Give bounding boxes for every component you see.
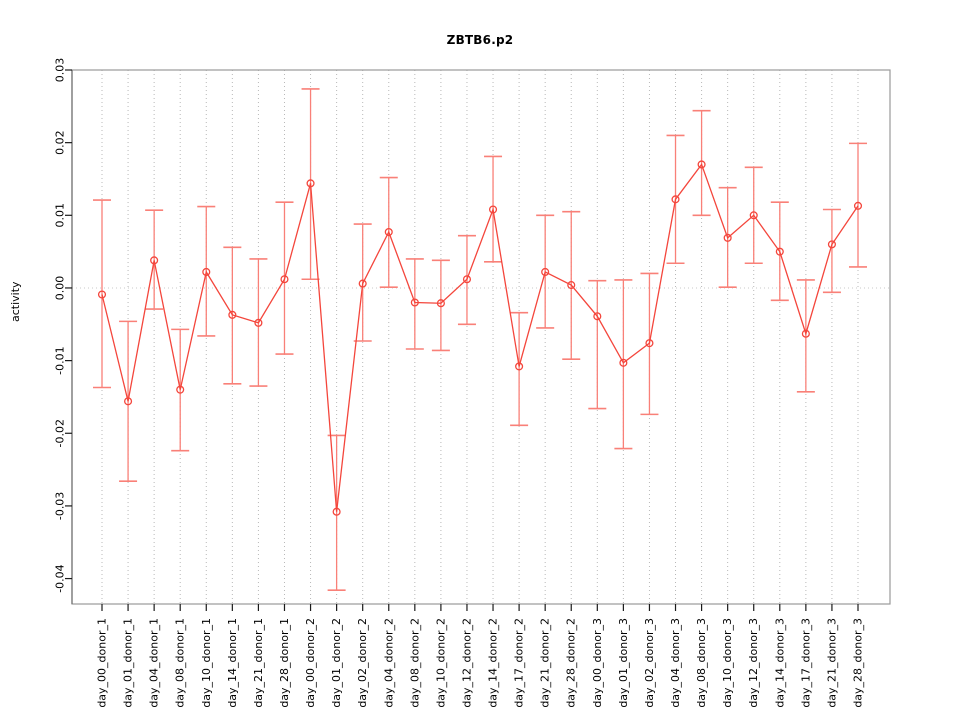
svg-text:day_04_donor_2: day_04_donor_2 — [382, 618, 395, 708]
svg-text:day_28_donor_2: day_28_donor_2 — [565, 618, 578, 708]
svg-text:0.02: 0.02 — [54, 130, 67, 155]
svg-text:day_12_donor_3: day_12_donor_3 — [747, 618, 760, 708]
svg-text:day_01_donor_2: day_01_donor_2 — [330, 618, 343, 708]
axes — [71, 69, 891, 605]
svg-text:day_01_donor_3: day_01_donor_3 — [617, 618, 630, 708]
svg-text:-0.02: -0.02 — [54, 419, 67, 447]
svg-text:day_12_donor_2: day_12_donor_2 — [460, 618, 473, 708]
svg-text:day_08_donor_1: day_08_donor_1 — [174, 618, 187, 708]
svg-text:day_10_donor_3: day_10_donor_3 — [721, 618, 734, 708]
svg-text:day_14_donor_3: day_14_donor_3 — [773, 618, 786, 708]
error-bars — [93, 88, 867, 591]
svg-text:day_28_donor_3: day_28_donor_3 — [852, 618, 865, 708]
svg-text:day_04_donor_3: day_04_donor_3 — [669, 618, 682, 708]
svg-text:-0.03: -0.03 — [54, 492, 67, 520]
x-axis-labels: day_00_donor_1 day_01_donor_1 day_04_donor… — [96, 618, 865, 708]
svg-text:day_00_donor_3: day_00_donor_3 — [591, 618, 604, 708]
svg-text:0.03: 0.03 — [54, 58, 67, 83]
svg-text:day_04_donor_1: day_04_donor_1 — [148, 618, 161, 708]
svg-text:day_21_donor_3: day_21_donor_3 — [825, 618, 838, 708]
svg-text:day_10_donor_2: day_10_donor_2 — [434, 618, 447, 708]
x-axis-ticks — [101, 604, 859, 611]
svg-text:day_21_donor_2: day_21_donor_2 — [539, 618, 552, 708]
data-points — [97, 160, 863, 516]
svg-text:day_01_donor_1: day_01_donor_1 — [122, 618, 135, 708]
svg-text:day_14_donor_1: day_14_donor_1 — [226, 618, 239, 708]
svg-text:day_17_donor_3: day_17_donor_3 — [799, 618, 812, 708]
svg-text:-0.04: -0.04 — [54, 564, 67, 592]
svg-text:0.00: 0.00 — [54, 276, 67, 301]
svg-text:0.01: 0.01 — [54, 203, 67, 228]
svg-text:day_02_donor_2: day_02_donor_2 — [356, 618, 369, 708]
svg-text:day_02_donor_3: day_02_donor_3 — [643, 618, 656, 708]
svg-text:day_08_donor_3: day_08_donor_3 — [695, 618, 708, 708]
svg-text:day_00_donor_2: day_00_donor_2 — [304, 618, 317, 708]
svg-text:day_00_donor_1: day_00_donor_1 — [96, 618, 109, 708]
svg-text:day_17_donor_2: day_17_donor_2 — [513, 618, 526, 708]
svg-text:-0.01: -0.01 — [54, 346, 67, 374]
svg-text:day_08_donor_2: day_08_donor_2 — [408, 618, 421, 708]
series-line — [101, 163, 859, 512]
svg-text:day_10_donor_1: day_10_donor_1 — [200, 618, 213, 708]
svg-text:day_14_donor_2: day_14_donor_2 — [487, 618, 500, 708]
svg-text:day_28_donor_1: day_28_donor_1 — [278, 618, 291, 708]
chart-title: ZBTB6.p2 — [446, 33, 514, 47]
y-axis-ticks: 0.03 0.02 0.01 0.00 -0.01 -0.02 -0.03 -0.04 — [54, 58, 72, 593]
gridlines — [72, 70, 890, 604]
svg-text:day_21_donor_1: day_21_donor_1 — [252, 618, 265, 708]
